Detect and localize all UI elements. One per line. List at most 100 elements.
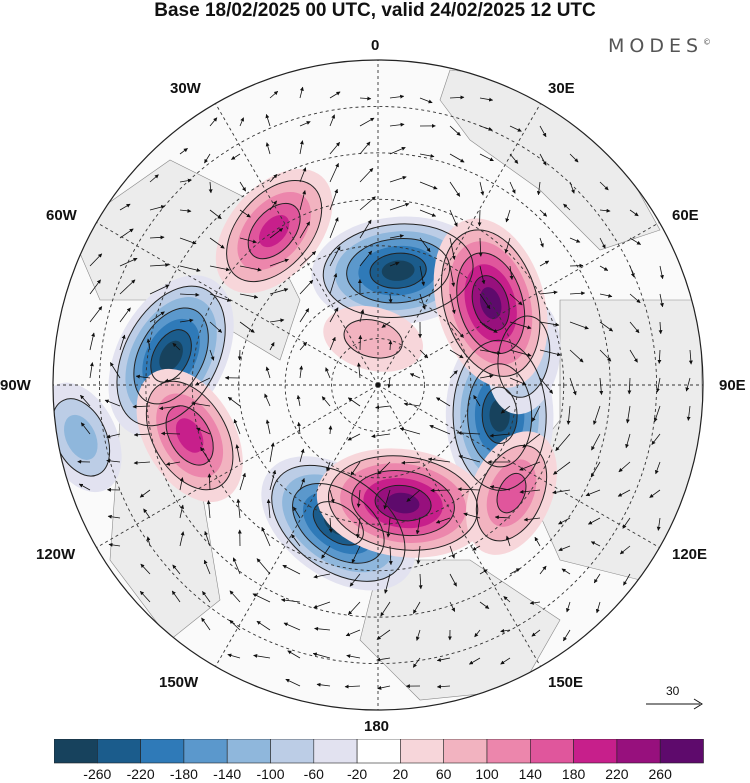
wind-vector <box>430 488 451 493</box>
wind-vector <box>146 536 151 547</box>
wind-vector <box>269 442 275 463</box>
colorbar-segment <box>140 739 185 764</box>
wind-vector <box>80 422 91 435</box>
colorbar-segment <box>573 739 618 764</box>
wind-vector <box>599 321 614 332</box>
wind-vector <box>269 200 277 211</box>
wind-vector <box>618 461 631 473</box>
anomaly-contour <box>247 202 301 260</box>
wind-vector <box>179 477 184 491</box>
lon-label-90w: 90W <box>0 377 31 394</box>
wind-vector <box>655 377 661 393</box>
colorbar-tick-label: 60 <box>435 766 452 782</box>
wind-vector <box>509 265 514 280</box>
wind-vector <box>599 377 604 395</box>
wind-vector <box>89 332 96 351</box>
wind-vector <box>133 432 151 437</box>
wind-vector <box>478 237 483 257</box>
wind-vector <box>419 237 431 253</box>
wind-vector <box>135 374 151 379</box>
wind-vector <box>261 526 271 547</box>
wind-vector <box>80 394 91 407</box>
wind-vector <box>569 181 575 194</box>
wind-vector <box>329 307 339 323</box>
anomaly-contour <box>346 237 451 304</box>
wind-vector <box>296 394 301 407</box>
wind-vector <box>503 596 511 603</box>
wind-vector <box>449 237 456 260</box>
wind-vector <box>256 620 271 631</box>
wind-vector <box>569 237 581 243</box>
wind-vector <box>539 349 562 357</box>
wind-vector <box>159 405 181 411</box>
wind-vector <box>239 321 255 333</box>
wind-vector <box>269 258 289 267</box>
wind-vector <box>553 461 571 475</box>
meridian <box>96 384 379 548</box>
wind-vector <box>377 685 391 690</box>
wind-vector <box>413 601 421 614</box>
anomaly-fill <box>159 340 183 372</box>
wind-vector <box>531 405 541 422</box>
wind-vector <box>172 564 181 575</box>
wind-vector <box>585 489 601 497</box>
meridian <box>377 103 541 386</box>
anomaly-contour <box>440 229 541 377</box>
wind-vector <box>536 181 541 196</box>
wind-vector <box>419 209 437 217</box>
wind-vector <box>629 321 640 334</box>
wind-vector <box>558 545 571 552</box>
wind-vector <box>389 122 405 127</box>
anomaly-contour <box>467 363 533 468</box>
wind-vector <box>555 433 571 452</box>
wind-vector <box>539 565 547 575</box>
wind-vector <box>313 573 331 579</box>
wind-vector <box>504 237 511 254</box>
wind-vector <box>449 209 458 227</box>
wind-vector <box>500 405 511 414</box>
wind-vector <box>587 517 601 525</box>
wind-vector <box>269 90 279 99</box>
wind-vector <box>229 619 241 631</box>
wind-vector <box>321 396 331 407</box>
wind-vector <box>269 318 285 323</box>
wind-vector <box>196 427 211 435</box>
wind-vector <box>146 338 151 351</box>
wind-vector <box>269 287 289 295</box>
lon-label-120w: 120W <box>36 546 76 563</box>
wind-vector <box>388 340 393 351</box>
wind-vector <box>329 336 336 351</box>
wind-vector <box>509 293 523 306</box>
wind-vector <box>359 167 374 183</box>
wind-vector <box>299 279 314 295</box>
wind-vector <box>531 629 541 637</box>
wind-vector <box>436 657 451 662</box>
wind-vector <box>593 405 601 425</box>
anomaly-contour <box>312 501 364 546</box>
wind-vector <box>418 573 423 590</box>
meridian <box>377 384 541 667</box>
wind-vector <box>569 377 577 396</box>
wind-vector <box>149 311 165 323</box>
wind-vector <box>436 684 451 689</box>
wind-vector <box>326 461 331 472</box>
colorbar-segment <box>356 739 401 764</box>
wind-vector <box>89 306 103 323</box>
wind-vector <box>291 534 301 547</box>
wind-vector <box>149 284 170 295</box>
anomaly-contour <box>271 464 406 582</box>
wind-vector <box>108 542 121 547</box>
wind-vector <box>119 279 136 295</box>
wind-vector <box>78 483 91 491</box>
lon-label-150w: 150W <box>159 674 199 691</box>
wind-vector <box>419 349 429 359</box>
wind-vector <box>106 433 121 439</box>
anomaly-contour <box>145 380 234 491</box>
wind-vector <box>685 377 691 392</box>
colorbar-tick-label: -20 <box>346 766 368 782</box>
wind-vector <box>171 590 181 603</box>
wind-vector <box>236 498 241 519</box>
wind-vector <box>179 292 200 297</box>
wind-vector <box>359 250 373 267</box>
wind-vector <box>195 377 211 386</box>
